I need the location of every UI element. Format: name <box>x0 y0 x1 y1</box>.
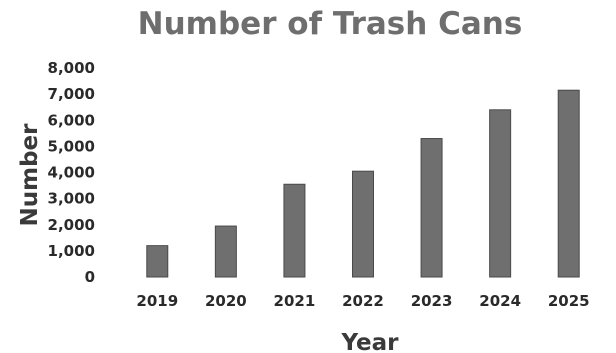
x-axis-label: Year <box>340 330 399 353</box>
y-tick-label: 7,000 <box>48 85 95 103</box>
x-tick-label: 2024 <box>479 292 521 310</box>
bar-2023 <box>420 138 443 278</box>
bars-group <box>146 89 580 278</box>
y-tick-label: 8,000 <box>48 59 95 77</box>
y-tick-label: 2,000 <box>48 216 95 234</box>
bar-2021 <box>283 183 306 278</box>
bar-2022 <box>352 170 374 278</box>
y-axis-label: Number <box>17 123 43 227</box>
x-tick-label: 2022 <box>342 292 384 310</box>
chart-title: Number of Trash Cans <box>138 6 523 42</box>
x-tick-label: 2019 <box>136 292 178 310</box>
x-tick-label: 2025 <box>548 292 590 310</box>
y-tick-label: 5,000 <box>48 137 95 155</box>
x-axis-ticks: 2019 2020 2021 2022 2023 2024 2025 <box>136 292 589 310</box>
y-axis-ticks: 0 1,000 2,000 3,000 4,000 5,000 6,000 7,000 8,00… <box>48 59 95 286</box>
x-tick-label: 2021 <box>274 292 316 310</box>
x-tick-label: 2023 <box>411 292 453 310</box>
bar-2024 <box>489 109 512 278</box>
bar-2020 <box>214 225 237 278</box>
bar-2019 <box>146 245 169 278</box>
y-tick-label: 6,000 <box>48 111 95 129</box>
y-tick-label: 4,000 <box>48 164 95 182</box>
y-tick-label: 0 <box>85 268 95 286</box>
y-tick-label: 1,000 <box>48 242 95 260</box>
x-tick-label: 2020 <box>205 292 247 310</box>
bar-2025 <box>557 89 580 278</box>
y-tick-label: 3,000 <box>48 190 95 208</box>
